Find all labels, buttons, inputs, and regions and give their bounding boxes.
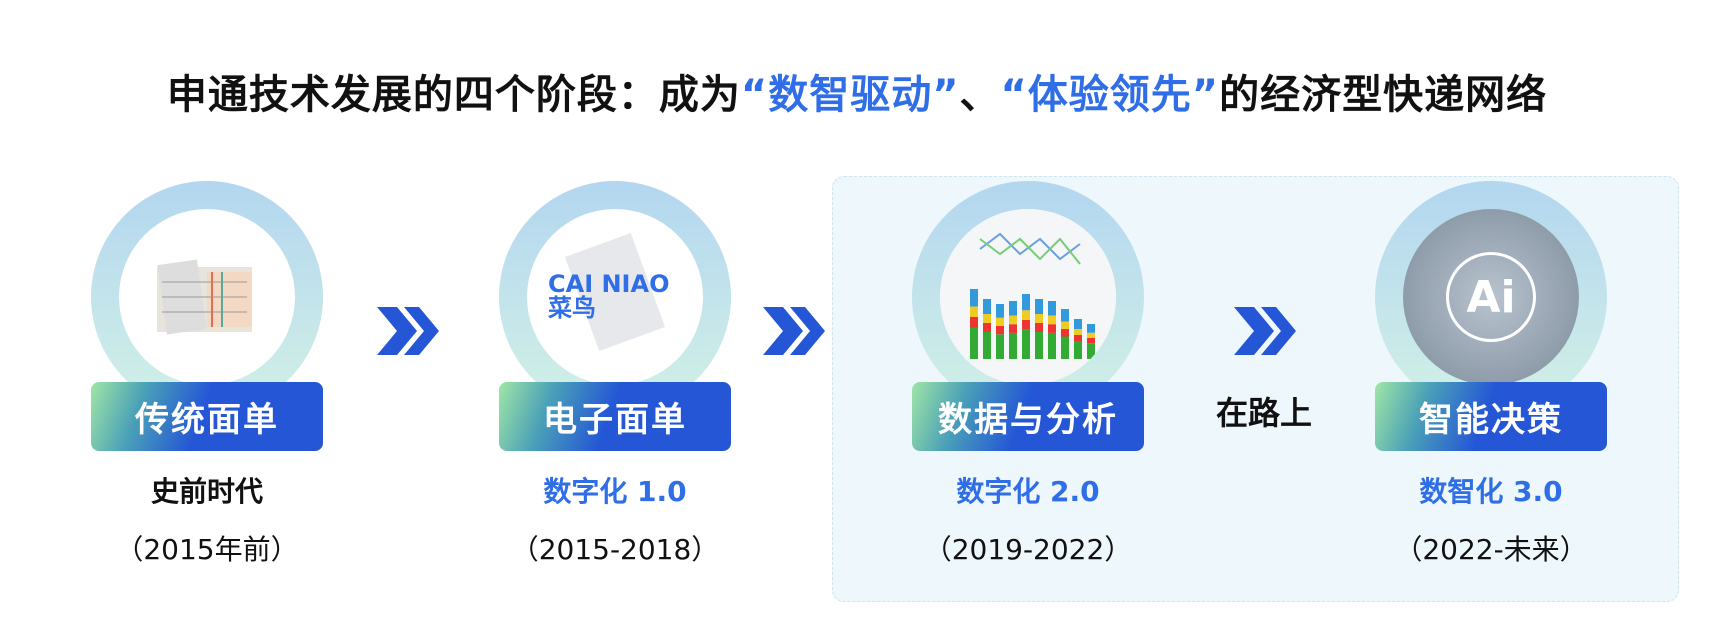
- illustration-bar: [1048, 315, 1056, 325]
- illustration-bar: [1061, 329, 1069, 337]
- illustration-bar: [1048, 324, 1056, 333]
- illustration-bar: [1061, 336, 1069, 359]
- stage-label: 数据与分析: [912, 382, 1144, 451]
- paper-waybills-image: [119, 209, 295, 385]
- stage-subtitle: 数字化 2.0: [956, 475, 1100, 508]
- illustration-bar: [1074, 341, 1082, 359]
- title-highlight-2: “体验领先”: [1000, 72, 1220, 118]
- illustration-bar: [1022, 310, 1030, 320]
- illustration-bar: [1087, 332, 1095, 338]
- illustration-bar: [1074, 319, 1082, 329]
- illustration-bar: [983, 299, 991, 314]
- illustration-bar: [1061, 309, 1069, 322]
- stage-period: （2019-2022）: [923, 533, 1133, 566]
- illustration-bar: [1009, 315, 1017, 325]
- stage-period: （2015年前）: [115, 533, 299, 566]
- sales-analysis-chart-image: [940, 209, 1116, 385]
- illustration-bar: [1009, 301, 1017, 316]
- title-separator: 、: [959, 72, 1001, 118]
- stage-image-ring: [91, 181, 323, 413]
- illustration-bar: [983, 323, 991, 332]
- title-text-end: 的经济型快递网络: [1219, 72, 1548, 118]
- illustration-bar: [996, 326, 1004, 335]
- stage-label: 智能决策: [1375, 382, 1607, 451]
- illustration-bar: [1087, 324, 1095, 333]
- illustration-bar: [996, 334, 1004, 359]
- stage-period: （2022-未来）: [1394, 533, 1588, 566]
- stage-period: （2015-2018）: [510, 533, 720, 566]
- illustration-bar: [1009, 332, 1017, 359]
- illustration-bar: [1022, 329, 1030, 359]
- illustration-bar: [1087, 338, 1095, 344]
- ai-icon: Ai: [1446, 252, 1536, 342]
- illustration-bar: [1035, 323, 1043, 332]
- illustration-bar: [1035, 332, 1043, 359]
- illustration-bar: [983, 332, 991, 359]
- illustration-bar: [970, 289, 978, 307]
- ai-doctor-image: Ai: [1403, 209, 1579, 385]
- illustration-bar: [1009, 324, 1017, 333]
- on-the-way-label: 在路上: [1215, 394, 1312, 432]
- illustration-bar: [1061, 321, 1069, 329]
- illustration-bar: [1035, 299, 1043, 314]
- stage-subtitle: 数字化 1.0: [543, 475, 687, 508]
- title-text: 申通技术发展的四个阶段：成为: [166, 72, 741, 118]
- illustration-bar: [970, 306, 978, 317]
- illustration-bar: [996, 317, 1004, 326]
- illustration-bar: [1087, 343, 1095, 359]
- stage-label: 电子面单: [499, 382, 731, 451]
- cainiao-e-waybill-image: CAI NIAO 菜鸟: [527, 209, 703, 385]
- page-title: 申通技术发展的四个阶段：成为“数智驱动”、“体验领先”的经济型快递网络: [0, 62, 1714, 120]
- stage-subtitle: 数智化 3.0: [1419, 475, 1563, 508]
- stage-image-ring: Ai: [1375, 181, 1607, 413]
- illustration-bar: [970, 327, 978, 359]
- double-chevron-right-icon: [758, 305, 828, 357]
- stage-image-ring: [912, 181, 1144, 413]
- cainiao-logo: CAI NIAO 菜鸟: [548, 270, 670, 322]
- stage-subtitle: 史前时代: [150, 475, 263, 508]
- illustration-bar: [1022, 320, 1030, 330]
- illustration-bar: [1022, 294, 1030, 311]
- stage-label: 传统面单: [91, 382, 323, 451]
- title-highlight-1: “数智驱动”: [740, 72, 960, 118]
- stage-image-ring: CAI NIAO 菜鸟: [499, 181, 731, 413]
- illustration-bar: [1074, 335, 1082, 341]
- illustration-bar: [1035, 314, 1043, 323]
- illustration-bar: [970, 317, 978, 328]
- illustration-bar: [983, 314, 991, 323]
- illustration-bar: [1074, 329, 1082, 335]
- illustration-bar: [1048, 301, 1056, 316]
- illustration-bar: [996, 304, 1004, 318]
- illustration-bar: [1048, 332, 1056, 359]
- double-chevron-right-icon: [1229, 305, 1299, 357]
- double-chevron-right-icon: [372, 305, 442, 357]
